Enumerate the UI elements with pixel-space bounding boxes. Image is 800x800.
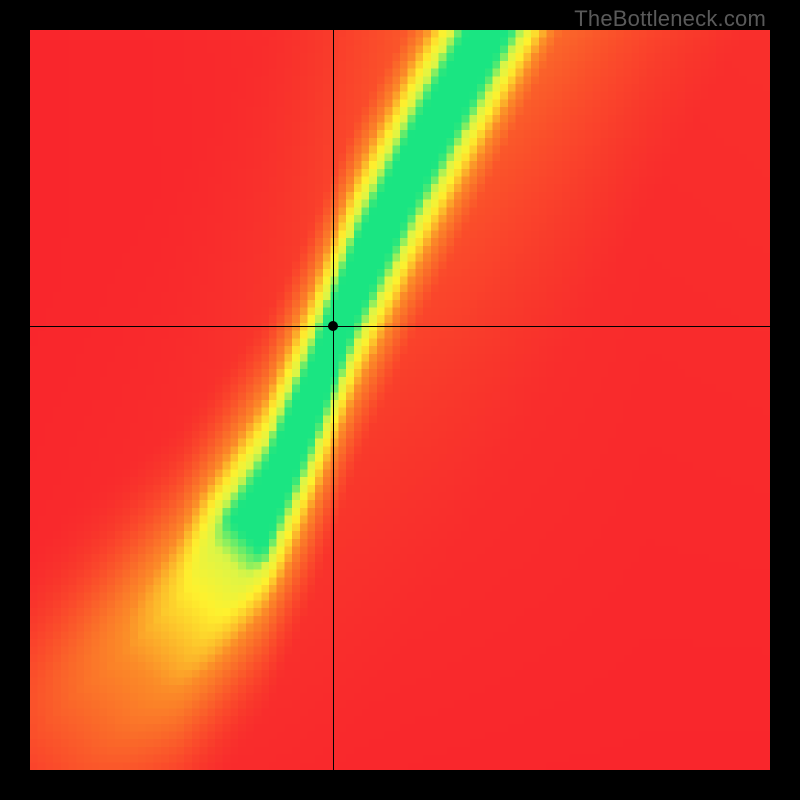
crosshair-horizontal — [30, 326, 770, 327]
crosshair-marker — [328, 321, 338, 331]
heatmap-plot — [30, 30, 770, 770]
crosshair-vertical — [333, 30, 334, 770]
chart-container: TheBottleneck.com — [0, 0, 800, 800]
watermark-text: TheBottleneck.com — [574, 6, 766, 32]
heatmap-canvas — [30, 30, 770, 770]
